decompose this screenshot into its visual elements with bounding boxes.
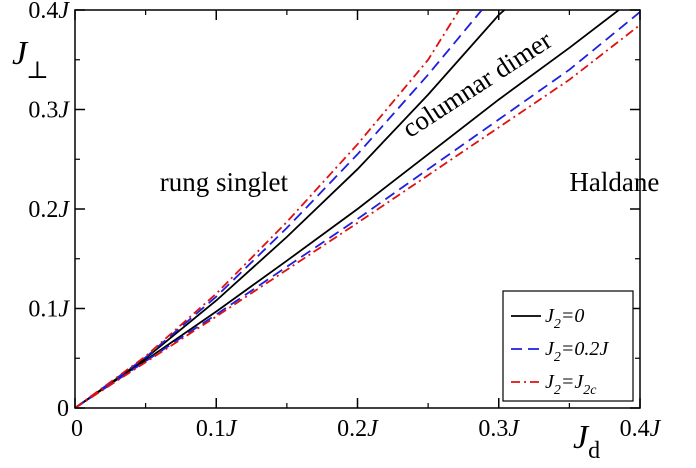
y-tick-label: 0 — [57, 396, 69, 422]
series-j2-0.2j-boundary-lower — [75, 11, 640, 408]
x-tick-label: 0.4J — [620, 416, 662, 442]
y-tick-label: 0.4J — [28, 0, 70, 24]
region-label-columnar-dimer: columnar dimer — [397, 25, 557, 144]
legend-label-j2-0: J2=0 — [545, 305, 584, 332]
y-tick-label: 0.3J — [28, 98, 70, 124]
y-tick-label: 0.1J — [28, 297, 70, 323]
legend-label-j2-j2c: J2=J2c — [545, 371, 597, 398]
legend: J2=0 J2=0.2J J2=J2c — [502, 290, 634, 402]
x-axis-label: Jd — [573, 419, 600, 464]
x-tick-label: 0.1J — [196, 416, 238, 442]
legend-entries: J2=0 J2=0.2J J2=J2c — [511, 305, 609, 398]
region-label-haldane: Haldane — [569, 167, 659, 197]
tick-layer: 0 0.1J 0.2J 0.3J 0.4J 0 0.1J 0.2J 0.3J 0.4J — [28, 0, 661, 442]
x-tick-label: 0.2J — [337, 416, 379, 442]
x-tick-label: 0.3J — [478, 416, 520, 442]
series-j2-0-boundary-upper — [75, 10, 505, 408]
region-label-rung-singlet: rung singlet — [160, 167, 289, 197]
series-j2-0-boundary-lower — [75, 10, 620, 408]
x-tick-label: 0 — [71, 416, 83, 442]
legend-label-j2-0.2j: J2=0.2J — [545, 338, 609, 365]
series-j2-j2c-boundary-upper — [75, 10, 460, 408]
y-tick-label: 0.2J — [28, 197, 70, 223]
y-axis-label: J⊥ — [12, 35, 49, 84]
series-j2-0.2j-boundary-upper — [75, 10, 483, 408]
series-layer — [75, 10, 640, 408]
series-j2-j2c-boundary-lower — [75, 24, 640, 408]
region-layer: rung singlet Haldane columnar dimer — [160, 25, 660, 197]
